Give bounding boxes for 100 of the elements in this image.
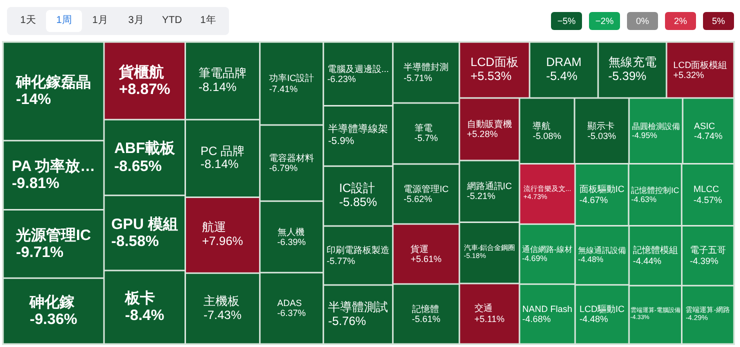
category-label: 顯示卡: [587, 120, 616, 131]
data-label: -5.71%: [404, 72, 434, 83]
data-label: +8.87%: [118, 80, 170, 98]
category-label: 板卡: [125, 290, 156, 308]
text: 0%: [627, 12, 658, 30]
category-label: 電子五哥: [690, 245, 726, 256]
data-label: -4.95%: [632, 130, 658, 140]
data-label: -4.39%: [690, 256, 720, 266]
category-label: 導航: [532, 120, 552, 131]
data-label: -8.14%: [200, 157, 240, 172]
data-label: -4.67%: [579, 194, 609, 206]
data-label: -5.4%: [546, 69, 578, 84]
data-label: -9.71%: [16, 244, 65, 262]
category-label: 記憶體: [412, 304, 440, 314]
data-label: -5.61%: [412, 314, 440, 324]
category-label: 電容器材料: [269, 152, 314, 164]
category-label: NAND Flash: [522, 304, 572, 314]
category-label: 電源管理IC: [404, 184, 449, 194]
category-label: 貨運: [410, 244, 430, 254]
category-label: PC 品牌: [200, 144, 245, 158]
data-label: -14%: [16, 91, 52, 109]
category-label: GPU 模組: [111, 216, 178, 233]
category-label: 印刷電路板製造: [326, 245, 390, 256]
category-label: 交通: [474, 303, 494, 314]
data-label: -7.43%: [204, 308, 242, 322]
category-label: 半導體導線架: [328, 124, 388, 136]
data-label: -6.37%: [277, 308, 306, 319]
text: 1年: [199, 14, 217, 28]
data-label: -5.85%: [339, 195, 378, 210]
data-label: -5.39%: [608, 69, 648, 84]
category-label: 無人機: [277, 226, 306, 237]
data-label: -5.08%: [532, 130, 562, 142]
data-label: -4.57%: [694, 194, 722, 206]
data-label: -6.23%: [327, 74, 357, 84]
data-label: -8.14%: [198, 80, 238, 95]
category-label: 無線充電: [608, 55, 656, 70]
data-label: -5.21%: [466, 191, 496, 202]
category-label: LCD面板: [470, 55, 518, 70]
category-label: LCD驅動IC: [580, 304, 625, 314]
category-label: 航運: [202, 220, 227, 236]
category-label: 網路通訊IC: [466, 181, 512, 192]
data-label: +7.96%: [202, 234, 244, 249]
category-label: LCD面板模組: [673, 60, 728, 70]
data-label: -7.41%: [269, 84, 299, 94]
data-label: -4.74%: [694, 130, 723, 142]
data-label: -4.68%: [522, 314, 552, 324]
category-label: 自動販賣機: [466, 118, 512, 130]
data-label: -4.48%: [580, 314, 610, 325]
data-label: -4.69%: [522, 254, 548, 264]
category-label: ABF載板: [114, 140, 176, 158]
category-label: 記憶體控制IC: [631, 186, 680, 195]
category-label: 記憶體模組: [632, 245, 678, 256]
data-label: +5.11%: [474, 314, 504, 324]
text: −5%: [551, 12, 582, 30]
data-label: -8.58%: [111, 232, 160, 250]
data-label: +5.32%: [673, 70, 705, 80]
category-label: MLCC: [694, 184, 720, 195]
data-label: -5.76%: [328, 314, 368, 328]
category-label: 半導體封測: [404, 62, 449, 73]
category-label: 無線通訊設備: [578, 246, 626, 256]
data-label: +5.53%: [470, 69, 512, 84]
data-label: -5.03%: [587, 130, 616, 142]
text: 1周: [46, 10, 82, 32]
category-label: IC設計: [339, 181, 376, 196]
category-label: 筆電: [414, 123, 434, 134]
data-label: -8.4%: [125, 307, 164, 324]
data-label: -4.44%: [632, 256, 662, 266]
text: YTD: [161, 14, 183, 28]
data-label: -8.65%: [114, 158, 163, 175]
data-label: -4.48%: [578, 255, 604, 265]
data-label: -5.62%: [404, 194, 434, 204]
data-label: -4.63%: [631, 194, 658, 204]
data-label: +5.28%: [466, 129, 499, 140]
text: 1月: [91, 14, 109, 28]
category-label: 半導體測試: [328, 300, 388, 315]
text: 2%: [665, 12, 696, 30]
category-label: PA 功率放…: [12, 158, 96, 176]
data-label: -6.39%: [277, 236, 306, 248]
category-label: 電腦及週邊設...: [327, 64, 389, 74]
text: 1天: [19, 14, 37, 28]
text: 5%: [703, 12, 734, 30]
data-label: -9.36%: [30, 311, 78, 328]
data-label: -5.77%: [326, 256, 356, 266]
category-label: 砷化鎵: [30, 294, 76, 312]
data-label: -5.9%: [328, 136, 356, 148]
text: 3月: [127, 14, 145, 28]
category-label: ASIC: [694, 120, 716, 131]
text: −2%: [589, 12, 620, 30]
data-label: +5.61%: [410, 254, 442, 264]
data-label: -6.79%: [269, 163, 299, 174]
category-label: 功率IC設計: [269, 73, 314, 84]
category-label: 主機板: [204, 294, 240, 309]
category-label: 晶圓檢測設備: [632, 122, 680, 131]
category-label: 面板驅動IC: [579, 184, 624, 195]
category-label: 砷化鎵磊晶: [16, 74, 91, 92]
category-label: ADAS: [277, 298, 303, 308]
category-label: 貨櫃航: [118, 64, 165, 81]
data-label: -5.7%: [414, 133, 438, 144]
category-label: 筆電品牌: [198, 66, 247, 81]
category-label: 通信網路-線材: [522, 244, 573, 254]
